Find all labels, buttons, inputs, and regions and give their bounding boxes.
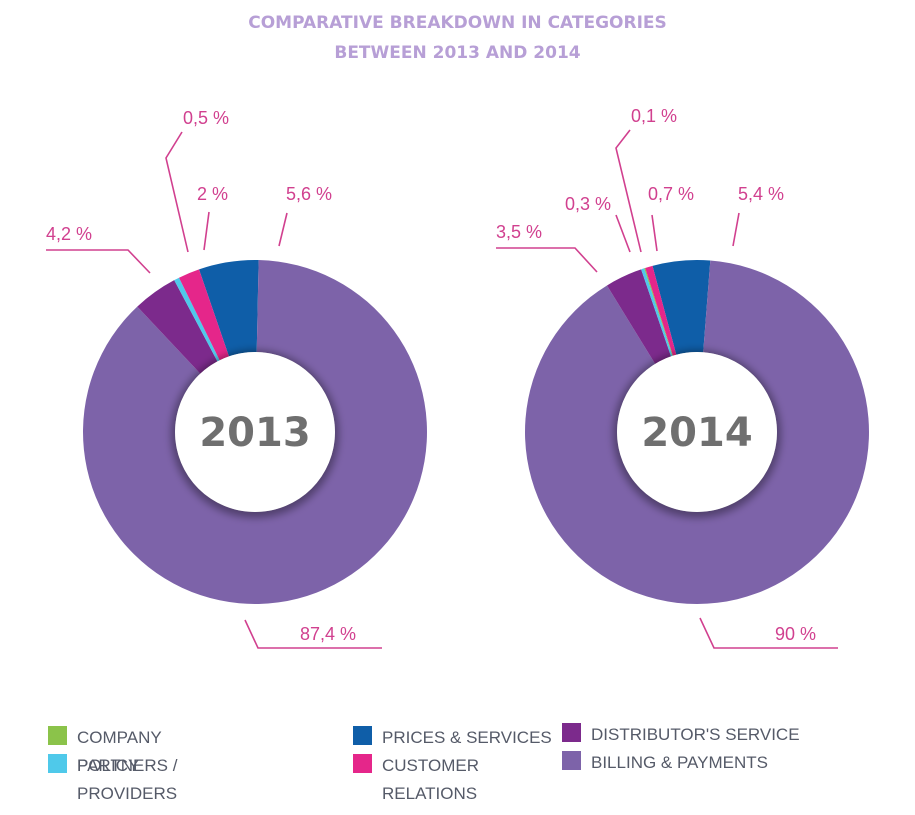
data-label-2013-customer-relations: 2 %: [197, 184, 228, 204]
center-label-2014: 2014: [641, 410, 752, 456]
chart-title-line-2: BETWEEN 2013 AND 2014: [334, 43, 581, 63]
slice-2013-partners-providers: [174, 277, 220, 362]
slice-2014-company-policy: [644, 267, 673, 356]
leader-2013-billing-payments: [244, 619, 382, 649]
legend-item-prices-services: PRICES & SERVICES: [353, 724, 562, 752]
slice-2013-billing-payments: [82, 260, 427, 604]
legend-swatch-billing-payments: [562, 751, 581, 770]
donut-charts: 2013 2014 5,6 % 87,4 % 4,2 % 0,5 % 2 % 5,4 % 9…: [46, 106, 869, 649]
legend-label-billing-payments: BILLING & PAYMENTS: [591, 753, 768, 772]
data-label-2014-company-policy: 0,1 %: [631, 106, 677, 126]
leader-2014-partners-providers: [615, 214, 631, 253]
legend-swatch-company-policy: [48, 726, 67, 745]
donut-2014: 2014: [525, 259, 869, 604]
legend-item-distributors-service: DISTRIBUTOR'S SERVICE: [562, 721, 811, 749]
slice-2013-distributor-s-service: [137, 280, 218, 374]
leader-2014-distributor-s-service: [496, 247, 598, 273]
center-label-2013: 2013: [199, 410, 310, 456]
donut-2013: 2013: [82, 260, 427, 604]
data-label-2013-prices-services: 5,6 %: [286, 184, 332, 204]
legend-swatch-distributors-service: [562, 723, 581, 742]
data-label-2014-customer-relations: 0,7 %: [648, 184, 694, 204]
leader-2013-distributor-s-service: [46, 249, 151, 274]
legend-label-partners-providers: PARTNERS / PROVIDERS: [77, 756, 178, 803]
data-label-2014-partners-providers: 0,3 %: [565, 194, 611, 214]
chart-title: COMPARATIVE BREAKDOWN IN CATEGORIES BETW…: [0, 8, 915, 68]
legend-item-customer-relations: CUSTOMER RELATIONS: [353, 752, 492, 808]
legend-label-distributors-service: DISTRIBUTOR'S SERVICE: [591, 725, 800, 744]
legend-swatch-customer-relations: [353, 754, 372, 773]
slice-2014-partners-providers: [641, 268, 673, 357]
slice-2014-prices-services: [652, 259, 711, 355]
legend-label-customer-relations: CUSTOMER RELATIONS: [382, 756, 479, 803]
legend-item-company-policy: COMPANY POLICY: [48, 724, 227, 780]
legend-label-prices-services: PRICES & SERVICES: [382, 728, 552, 747]
chart-title-line-1: COMPARATIVE BREAKDOWN IN CATEGORIES: [248, 13, 667, 33]
slice-labels: 5,6 % 87,4 % 4,2 % 0,5 % 2 % 5,4 % 90 % 3,5 % 0,…: [46, 106, 816, 644]
leader-lines: [46, 129, 838, 649]
slice-2013-customer-relations: [179, 269, 229, 361]
legend-swatch-partners-providers: [48, 754, 67, 773]
leader-2014-billing-payments: [699, 617, 838, 649]
leader-2013-partners-providers: [165, 131, 189, 253]
leader-2013-prices-services: [278, 212, 288, 247]
leader-2013-customer-relations: [203, 211, 210, 251]
donut-hole-2014: [617, 352, 777, 512]
data-label-2014-distributor-s-service: 3,5 %: [496, 222, 542, 242]
leader-2014-prices-services: [732, 212, 740, 247]
leader-2014-company-policy: [615, 129, 642, 253]
legend-swatch-prices-services: [353, 726, 372, 745]
leader-2014-customer-relations: [651, 214, 658, 252]
data-label-2013-distributor-s-service: 4,2 %: [46, 224, 92, 244]
slice-2014-billing-payments: [525, 260, 869, 604]
legend-item-partners-providers: PARTNERS / PROVIDERS: [48, 752, 277, 808]
donut-hole-2013: [175, 352, 335, 512]
slice-2014-distributor-s-service: [606, 269, 672, 364]
slice-2013-prices-services: [199, 260, 259, 357]
legend-label-company-policy: COMPANY POLICY: [77, 728, 162, 775]
data-label-2013-partners-providers: 0,5 %: [183, 108, 229, 128]
slice-2014-customer-relations: [645, 265, 677, 356]
legend-item-billing-payments: BILLING & PAYMENTS: [562, 749, 811, 777]
data-label-2014-prices-services: 5,4 %: [738, 184, 784, 204]
data-label-2013-billing-payments: 87,4 %: [300, 624, 356, 644]
data-label-2014-billing-payments: 90 %: [775, 624, 816, 644]
